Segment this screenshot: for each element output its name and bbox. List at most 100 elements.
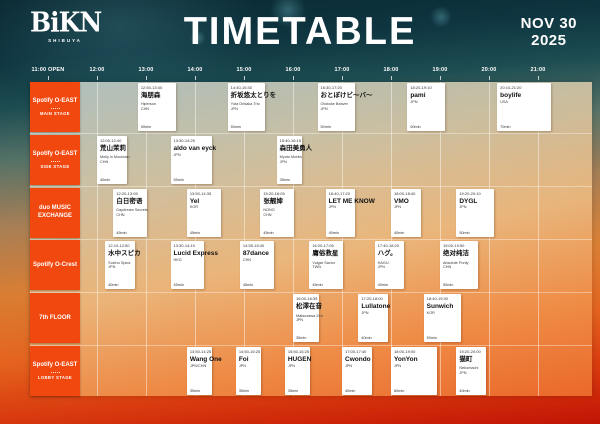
time-axis-tick: [244, 76, 245, 80]
stage-name: Spotify O-Crest: [32, 261, 77, 268]
act-name: 折坂悠太とりを: [230, 92, 277, 99]
act-time: 14:55-15:40: [242, 243, 265, 249]
hour-gridline: [195, 82, 196, 396]
act-time: 16:40-17:20: [328, 190, 351, 196]
act-duration: 35min: [287, 389, 299, 393]
act-country: CHN: [116, 212, 125, 217]
time-axis-tick: [195, 76, 196, 80]
stage-subname: MAIN STAGE: [40, 110, 70, 116]
time-axis-label: 19:00: [432, 67, 448, 73]
act-roman-name: Yuta Orisaka Trio: [230, 102, 260, 107]
act-duration: 35min: [238, 389, 250, 393]
act-time: 12:10-12:50: [108, 243, 130, 249]
act-duration: 35min: [296, 336, 307, 341]
act-duration: 40min: [328, 230, 339, 235]
act-time: 14:50-15:25: [238, 349, 261, 354]
act-duration: 50min: [443, 283, 454, 288]
act-card: 16:20-17:05 庸俗救星 Vulgar Savior TWN 45min: [309, 241, 344, 290]
timetable-grid: Spotify O-EAST MAIN STAGE 12:50-13:40 海朋森 Hi…: [30, 82, 592, 396]
act-time: 13:30-14:15: [173, 243, 195, 249]
act-duration: 50min: [320, 125, 331, 129]
act-country: JPN: [320, 107, 328, 112]
act-card: 12:10-12:50 水中スピカ Suichu Spica JPN 40min: [105, 241, 141, 290]
row-separator: [30, 344, 592, 346]
time-axis-label: 18:00: [383, 67, 399, 73]
act-duration: 45min: [263, 230, 274, 235]
act-card: 17:40-18:20 ハグ。 HAGU. JPN 40min: [374, 241, 405, 290]
act-time: 17:40-18:20: [377, 243, 400, 249]
act-card: 15:20-16:05 张靓婶 NONO CHN 45min: [260, 188, 295, 237]
act-name: VMO: [394, 197, 409, 205]
act-name: LET ME KNOW: [328, 197, 375, 205]
hour-gridline: [538, 82, 539, 396]
act-country: JPN: [394, 205, 402, 210]
act-card: 19:00-19:50 绝对纯洁 Absolute Purity CHN 50min: [440, 241, 478, 290]
stage-label-divider: [50, 107, 60, 109]
act-time: 20:10-21:20: [500, 85, 522, 90]
act-name: 白日密语: [116, 197, 143, 205]
time-axis-tick: [293, 76, 294, 80]
act-duration: 45min: [312, 283, 323, 288]
stage-label: 7th FLOOR: [30, 293, 80, 344]
act-duration: 45min: [116, 230, 127, 235]
act-time: 18:00-19:00: [394, 349, 416, 354]
act-country: CHN: [140, 107, 150, 112]
act-roman-name: Hiperson: [140, 102, 157, 107]
row-separator: [30, 239, 592, 240]
act-country: JPN: [377, 265, 385, 270]
stage-label-divider: [50, 160, 60, 162]
time-axis-tick: [440, 76, 441, 80]
act-card: 13:30-14:15 Lucid Express HKG 45min: [170, 241, 218, 290]
act-roman-name: Daydream Secrets: [116, 207, 148, 212]
act-country: JPN: [328, 205, 336, 210]
act-name: ハグ。: [377, 250, 397, 258]
time-axis-label: 15:00: [236, 67, 252, 73]
act-card: 14:50-15:25 Foi JPN 35min: [235, 347, 262, 395]
hour-gridline: [244, 82, 245, 396]
act-country: CHN: [100, 159, 109, 164]
time-axis-tick: [342, 76, 343, 80]
act-card: 20:10-21:20 boylife USA 70min: [497, 83, 552, 131]
time-axis-label: 12:00: [89, 67, 105, 73]
time-axis-label: 21:00: [530, 67, 546, 73]
act-card: 13:30-14:25 aldo van eyck JPN 55min: [170, 135, 216, 184]
act-duration: 40min: [345, 389, 356, 393]
act-card: 19:20-20:10 DYGL JPN 50min: [456, 188, 495, 237]
act-country: KOR: [189, 205, 199, 210]
act-country: CHN: [242, 258, 252, 263]
act-country: JPN/CHN: [189, 363, 207, 368]
act-time: 12:50-13:40: [140, 85, 163, 90]
time-axis-tick: [146, 76, 147, 80]
act-country: JPN: [108, 265, 116, 270]
event-date-line1: NOV 30: [520, 15, 577, 32]
act-card: 17:00-17:40 Cwondo JPN 40min: [342, 347, 372, 395]
act-card: 19:20-20:00 猫町 Nekomachi JPN 40min: [456, 347, 486, 395]
stage-label: Spotify O-EAST MAIN STAGE: [30, 82, 80, 132]
act-time: 14:40-15:30: [230, 85, 253, 90]
act-duration: 40min: [459, 389, 470, 393]
stage-label: duo MUSIC EXCHANGE: [30, 187, 80, 238]
logo-subtext: SHIBUYA: [48, 38, 82, 43]
act-duration: 45min: [242, 283, 254, 288]
act-name: 张靓婶: [263, 197, 283, 205]
act-duration: 45min: [189, 230, 201, 235]
time-axis-label: 20:00: [481, 67, 497, 73]
act-duration: 35min: [279, 177, 290, 182]
act-country: JPN: [459, 205, 467, 210]
act-country: JPN: [173, 152, 181, 157]
hour-gridline: [146, 82, 147, 396]
hour-gridline: [440, 82, 441, 396]
act-name: 猫町: [459, 356, 473, 363]
time-axis-label: 16:00: [285, 67, 301, 73]
stage-name: Spotify O-EAST: [32, 361, 78, 368]
act-card: 14:55-15:40 87dance CHN 45min: [239, 241, 274, 290]
act-card: 17:20-18:00 Lullatone JPN 40min: [358, 294, 390, 343]
act-time: 15:50-16:25: [287, 349, 310, 354]
act-time: 19:20-20:10: [459, 190, 481, 196]
stage-name: Spotify O-EAST: [32, 150, 78, 157]
act-time: 16:30-17:20: [320, 85, 342, 90]
act-name: Sunwich: [426, 303, 454, 311]
act-card: 12:00-12:40 荒山茉莉 Molly in Mountain CHN 40min: [97, 135, 130, 184]
act-roman-name: Vulgar Savior: [312, 260, 335, 265]
